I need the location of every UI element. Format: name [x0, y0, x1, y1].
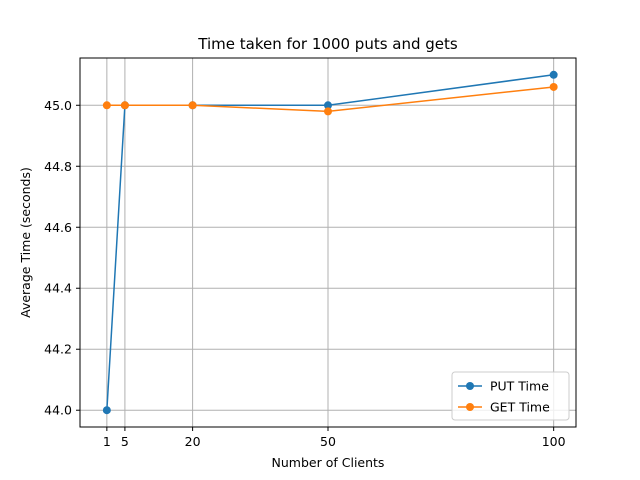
- legend: PUT Time GET Time: [451, 371, 570, 421]
- legend-swatch-marker: [466, 403, 474, 411]
- x-axis: 1 5 20 50 100: [103, 427, 566, 449]
- x-tick-label: 5: [121, 434, 129, 449]
- y-tick-label: 44.8: [44, 159, 72, 174]
- series-group: [102, 70, 558, 415]
- x-tick-label: 50: [320, 434, 336, 449]
- y-tick-label: 45.0: [44, 98, 72, 113]
- y-tick-label: 44.4: [44, 281, 72, 296]
- data-point: [120, 101, 129, 110]
- x-axis-label: Number of Clients: [272, 455, 385, 470]
- x-tick-label: 1: [103, 434, 111, 449]
- data-point: [549, 82, 558, 91]
- legend-swatch-marker: [466, 382, 474, 390]
- legend-label: GET Time: [490, 400, 550, 415]
- chart-title: Time taken for 1000 puts and gets: [197, 35, 458, 53]
- y-axis: 44.0 44.2 44.4 44.6 44.8 45.0: [44, 98, 80, 418]
- data-point: [324, 101, 332, 110]
- data-point: [549, 70, 558, 79]
- y-tick-label: 44.0: [44, 403, 72, 418]
- y-axis-label: Average Time (seconds): [18, 167, 33, 318]
- data-point: [324, 107, 332, 116]
- x-tick-label: 100: [542, 434, 566, 449]
- legend-label: PUT Time: [490, 379, 549, 394]
- data-point: [102, 101, 111, 110]
- data-point: [188, 101, 197, 110]
- y-tick-label: 44.2: [44, 342, 72, 357]
- x-tick-label: 20: [185, 434, 201, 449]
- data-point: [102, 406, 111, 415]
- legend-box: [451, 371, 570, 421]
- y-tick-label: 44.6: [44, 220, 72, 235]
